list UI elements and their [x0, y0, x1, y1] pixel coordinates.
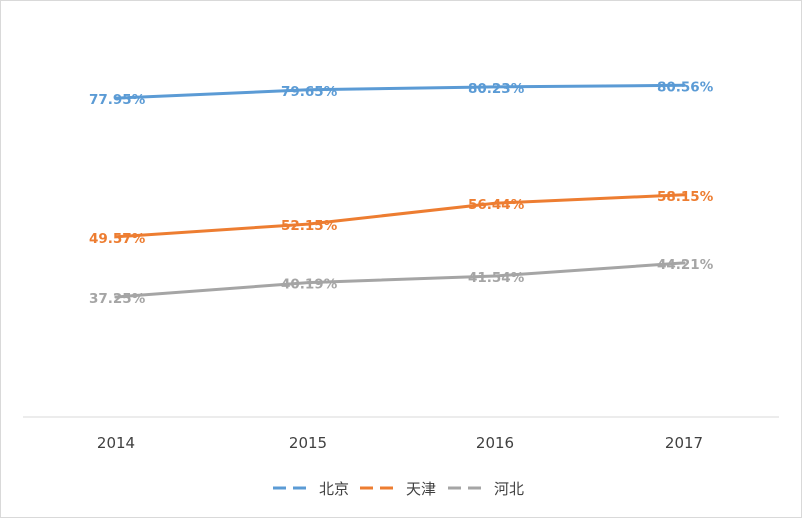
legend-label-0: 北京 [319, 480, 349, 498]
data-label-1-2: 56.44% [468, 197, 525, 213]
data-label-0-0: 77.95% [89, 92, 146, 108]
x-tick-label-3: 2017 [665, 434, 703, 452]
data-point-2-0 [114, 295, 118, 299]
x-tick-label-0: 2014 [97, 434, 135, 452]
legend-label-2: 河北 [494, 480, 524, 498]
data-label-0-1: 79.65% [281, 84, 338, 100]
x-tick-label-2: 2016 [476, 434, 514, 452]
data-label-0-2: 80.23% [468, 81, 525, 97]
data-label-2-1: 40.19% [281, 277, 338, 293]
data-label-1-0: 49.57% [89, 231, 146, 247]
data-point-1-2 [493, 201, 497, 205]
series-line-2 [114, 261, 686, 299]
data-label-2-3: 44.21% [657, 257, 714, 273]
data-point-2-3 [682, 261, 686, 265]
data-point-2-2 [493, 274, 497, 278]
data-point-1-1 [306, 222, 310, 226]
data-point-0-1 [306, 88, 310, 92]
data-point-0-3 [682, 83, 686, 87]
data-label-0-3: 80.56% [657, 79, 714, 95]
series-line-0 [114, 83, 686, 100]
data-label-1-3: 58.15% [657, 189, 714, 205]
data-point-1-0 [114, 235, 118, 239]
data-point-2-1 [306, 281, 310, 285]
data-point-1-3 [682, 193, 686, 197]
data-point-0-2 [493, 85, 497, 89]
data-label-2-0: 37.25% [89, 291, 146, 307]
series-line-1 [114, 193, 686, 239]
data-label-2-2: 41.54% [468, 270, 525, 286]
x-tick-label-1: 2015 [289, 434, 327, 452]
data-point-0-0 [114, 96, 118, 100]
data-label-1-1: 52.15% [281, 218, 338, 234]
legend-label-1: 天津 [406, 480, 436, 498]
